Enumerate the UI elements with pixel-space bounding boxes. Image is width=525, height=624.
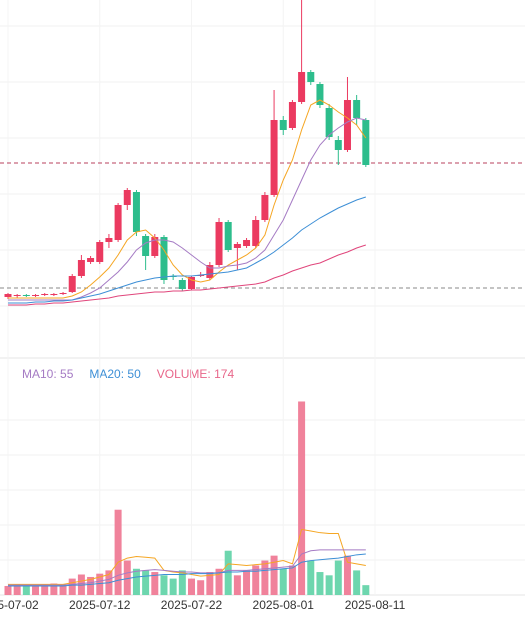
volume-bar [96,573,104,595]
candle-body [114,205,122,240]
candle-body [178,280,186,289]
candle-body [13,295,21,296]
candle-body [32,295,40,296]
volume-bar [325,575,333,595]
x-tick-label: 2025-07-12 [69,598,131,612]
candle-body [59,293,67,294]
ma-line [8,244,366,306]
volume-bar [160,575,168,595]
candle-body [334,140,342,150]
candle-body [4,294,12,297]
x-tick-label: 2025-07-22 [161,598,223,612]
volume-bar [13,584,21,595]
volume-bar [298,401,306,595]
candle-body [22,295,30,296]
candle-body [343,100,351,150]
candle-body [132,192,140,232]
volume-bar [334,560,342,595]
x-tick-label: 2025-08-01 [253,598,315,612]
volume-bar [353,570,361,595]
volume-bar [114,509,122,595]
ma-line [8,117,366,301]
candle-body [215,222,223,265]
candle-body [362,120,370,165]
volume-bar [142,570,150,595]
price-grid [0,25,525,561]
candle-body [252,220,260,246]
volume-bar [197,580,205,595]
candle-body [307,72,315,82]
candle-body [50,294,58,295]
candle-body [188,277,195,289]
candle-body [142,236,150,256]
candle-body [353,100,361,118]
legend-entry: VOLUME: 174 [157,367,235,381]
candle-body [151,237,159,256]
candle-body [41,294,49,295]
candle-body [270,120,278,195]
volume-bar [362,585,370,595]
volume-bar [243,570,251,595]
volume-bar [316,572,324,595]
candle-body [68,276,76,292]
ma-line [8,553,366,587]
volume-bar [215,568,223,595]
x-tick-label: 2025-07-02 [0,598,39,612]
candle-body [160,237,168,280]
volume-bar [188,578,195,595]
x-tick-label: 2025-08-11 [345,598,406,612]
candle-body [298,72,306,102]
volume-bar [224,550,232,595]
volume-bar [206,572,214,595]
volume-bar [87,576,95,595]
volume-bar [151,572,159,595]
candle-body [325,108,333,137]
ma-line [8,99,367,299]
ma-line [8,549,366,586]
candle-body [243,240,251,246]
candle-body [261,195,269,220]
legend-entry: MA10: 55 [22,367,74,381]
volume-bar [279,568,287,595]
volume-bar [123,560,131,595]
candle-body [288,102,296,128]
volume-legend: MA10: 55 MA20: 50 VOLUME: 174 [22,367,234,381]
candle-body [316,84,324,105]
volume-bar [261,560,269,595]
volume-bar [22,585,30,595]
volume-bar [178,570,186,595]
legend-entry: MA20: 50 [89,367,141,381]
volume-bar [4,585,12,595]
volume-bar [233,575,241,595]
volume-bar [252,565,260,595]
candle-body [224,222,232,250]
candle-body [123,190,131,205]
volume-bar [288,565,296,595]
volume-bar [343,555,351,595]
volume-bar [270,555,278,595]
volume-bar [50,583,58,595]
volume-bar [32,585,40,595]
volume-bar [41,584,49,595]
volume-bar [59,585,67,595]
candle-body [279,120,287,130]
volume-bar [132,568,140,595]
volume-bar [68,578,76,595]
candle-body [233,244,241,248]
candle-body [105,238,113,242]
ma-line [8,196,366,304]
candle-body [77,260,85,276]
volume-bar [307,560,315,595]
candle-body [96,242,104,262]
candle-body [87,258,95,262]
volume-bar [169,578,177,595]
candle-body [206,265,214,278]
